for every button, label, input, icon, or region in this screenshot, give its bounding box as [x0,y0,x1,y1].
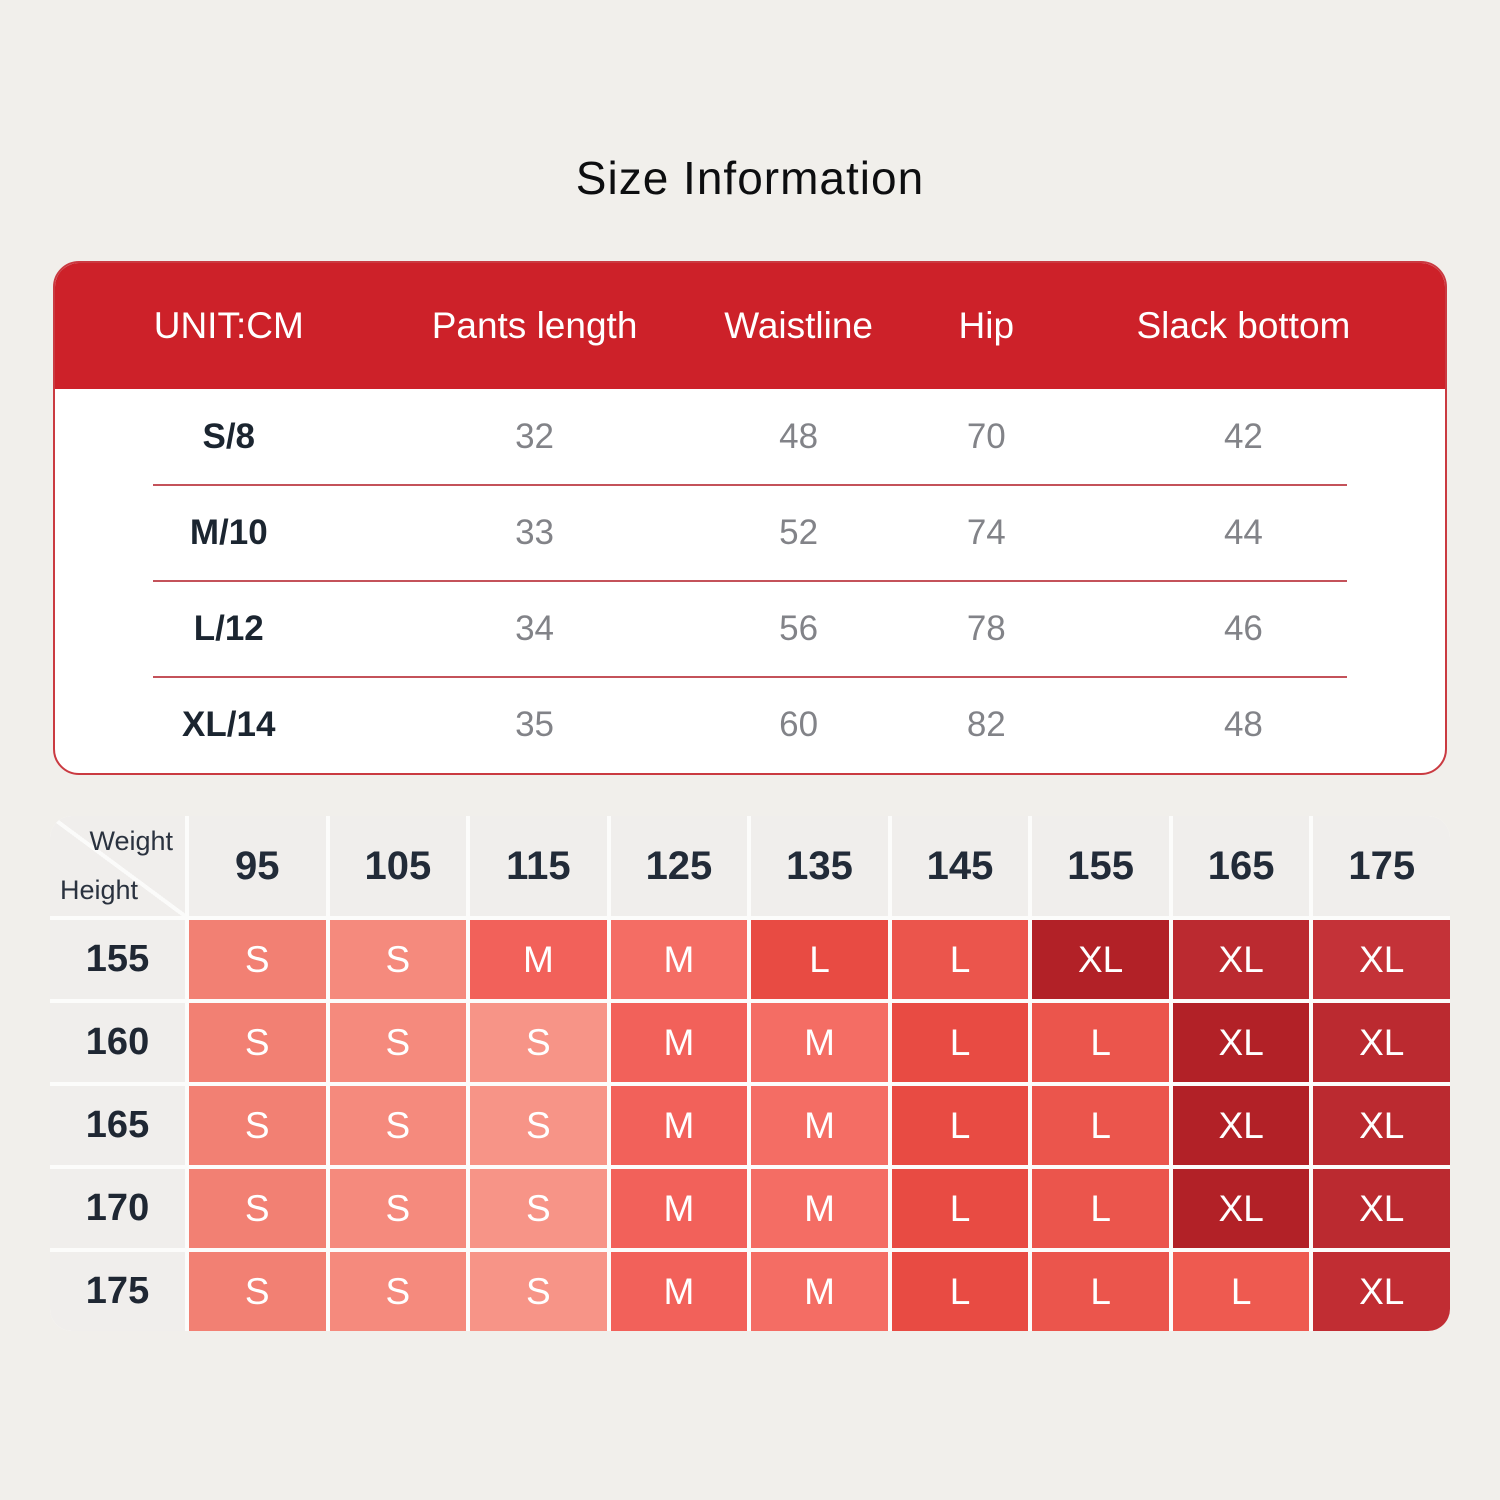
matrix-cell: XL [1313,1003,1450,1082]
size-table-row: XL/14 35 60 82 48 [55,676,1445,773]
slack-bottom-value: 42 [1223,417,1263,456]
size-table-header-row: UNIT:CM Pants length Waistline Hip Slack… [55,263,1445,389]
matrix-cell: S [329,1169,467,1248]
waistline-value: 52 [779,513,819,552]
matrix-cell: XL [1172,920,1310,999]
matrix-cell: S [189,1003,326,1082]
weight-header-cell: 125 [610,816,748,916]
matrix-cell: M [610,920,748,999]
matrix-cell: S [470,1086,607,1165]
matrix-cell: L [1032,1003,1169,1082]
matrix-cell: M [751,1003,888,1082]
height-axis-label: Height [60,875,139,905]
matrix-cell: XL [1172,1086,1310,1165]
matrix-cell: M [610,1086,748,1165]
matrix-cell: M [610,1003,748,1082]
matrix-cell: L [891,1169,1029,1248]
matrix-cell: XL [1313,1086,1450,1165]
matrix-cell: M [610,1252,748,1331]
matrix-cell: L [891,1086,1029,1165]
matrix-cell: XL [1172,1003,1310,1082]
column-header-pants-length: Pants length [431,305,638,346]
matrix-cell: S [189,1169,326,1248]
waistline-value: 48 [779,417,819,456]
matrix-cell: XL [1313,920,1450,999]
pants-length-value: 35 [515,705,555,744]
slack-bottom-value: 46 [1223,609,1263,648]
matrix-cell: S [329,1086,467,1165]
column-header-hip: Hip [958,305,1015,346]
matrix-cell: L [1172,1252,1310,1331]
matrix-cell: L [751,920,888,999]
weight-header-cell: 105 [329,816,467,916]
matrix-cell: S [189,920,326,999]
slack-bottom-value: 48 [1223,705,1263,744]
page-title: Size Information [575,152,925,204]
matrix-cell: XL [1172,1169,1310,1248]
weight-header-cell: 115 [470,816,607,916]
hip-value: 74 [966,513,1006,552]
size-table-row: L/12 34 56 78 46 [55,580,1445,677]
column-header-waistline: Waistline [724,305,873,346]
weight-axis-label: Weight [89,826,173,856]
weight-header-cell: 95 [189,816,326,916]
matrix-cell: XL [1313,1169,1450,1248]
matrix-cell: S [470,1169,607,1248]
matrix-cell: S [470,1003,607,1082]
waistline-value: 56 [779,609,819,648]
matrix-cell: L [891,1252,1029,1331]
hip-value: 78 [966,609,1006,648]
height-label-cell: 155 [50,920,185,999]
pants-length-value: 33 [515,513,555,552]
size-name: L/12 [193,609,264,648]
matrix-cell: L [891,920,1029,999]
weight-header-cell: 155 [1032,816,1169,916]
weight-header-cell: 135 [751,816,888,916]
matrix-cell: L [891,1003,1029,1082]
matrix-cell: M [470,920,607,999]
matrix-cell: XL [1313,1252,1450,1331]
matrix-cell: S [329,1252,467,1331]
pants-length-value: 32 [515,417,555,456]
hip-value: 70 [966,417,1006,456]
matrix-cell: M [610,1169,748,1248]
matrix-corner-cell: Weight Height [50,816,185,916]
height-label-cell: 165 [50,1086,185,1165]
weight-header-cell: 165 [1172,816,1310,916]
matrix-cell: S [329,1003,467,1082]
matrix-cell: M [751,1169,888,1248]
matrix-cell: S [329,920,467,999]
size-table-card: UNIT:CM Pants length Waistline Hip Slack… [53,261,1447,775]
slack-bottom-value: 44 [1223,513,1263,552]
height-label-cell: 160 [50,1003,185,1082]
size-table-row: M/10 33 52 74 44 [55,484,1445,581]
matrix-cell: XL [1032,920,1169,999]
matrix-cell: S [189,1252,326,1331]
height-label-cell: 175 [50,1252,185,1331]
waistline-value: 60 [779,705,819,744]
size-name: S/8 [202,417,256,456]
pants-length-value: 34 [515,609,555,648]
matrix-cell: S [189,1086,326,1165]
matrix-cell: M [751,1086,888,1165]
column-header-slack-bottom: Slack bottom [1136,305,1351,346]
weight-header-cell: 175 [1313,816,1450,916]
height-label-cell: 170 [50,1169,185,1248]
size-name: M/10 [189,513,268,552]
column-header-unit: UNIT:CM [153,305,304,346]
hip-value: 82 [966,705,1006,744]
matrix-cell: L [1032,1086,1169,1165]
matrix-cell: L [1032,1169,1169,1248]
weight-header-cell: 145 [891,816,1029,916]
matrix-cell: S [470,1252,607,1331]
size-matrix-table: Weight Height 95 105 115 125 135 145 155… [50,816,1450,1331]
matrix-cell: L [1032,1252,1169,1331]
matrix-cell: M [751,1252,888,1331]
size-table-row: S/8 32 48 70 42 [55,389,1445,485]
size-name: XL/14 [182,705,276,744]
